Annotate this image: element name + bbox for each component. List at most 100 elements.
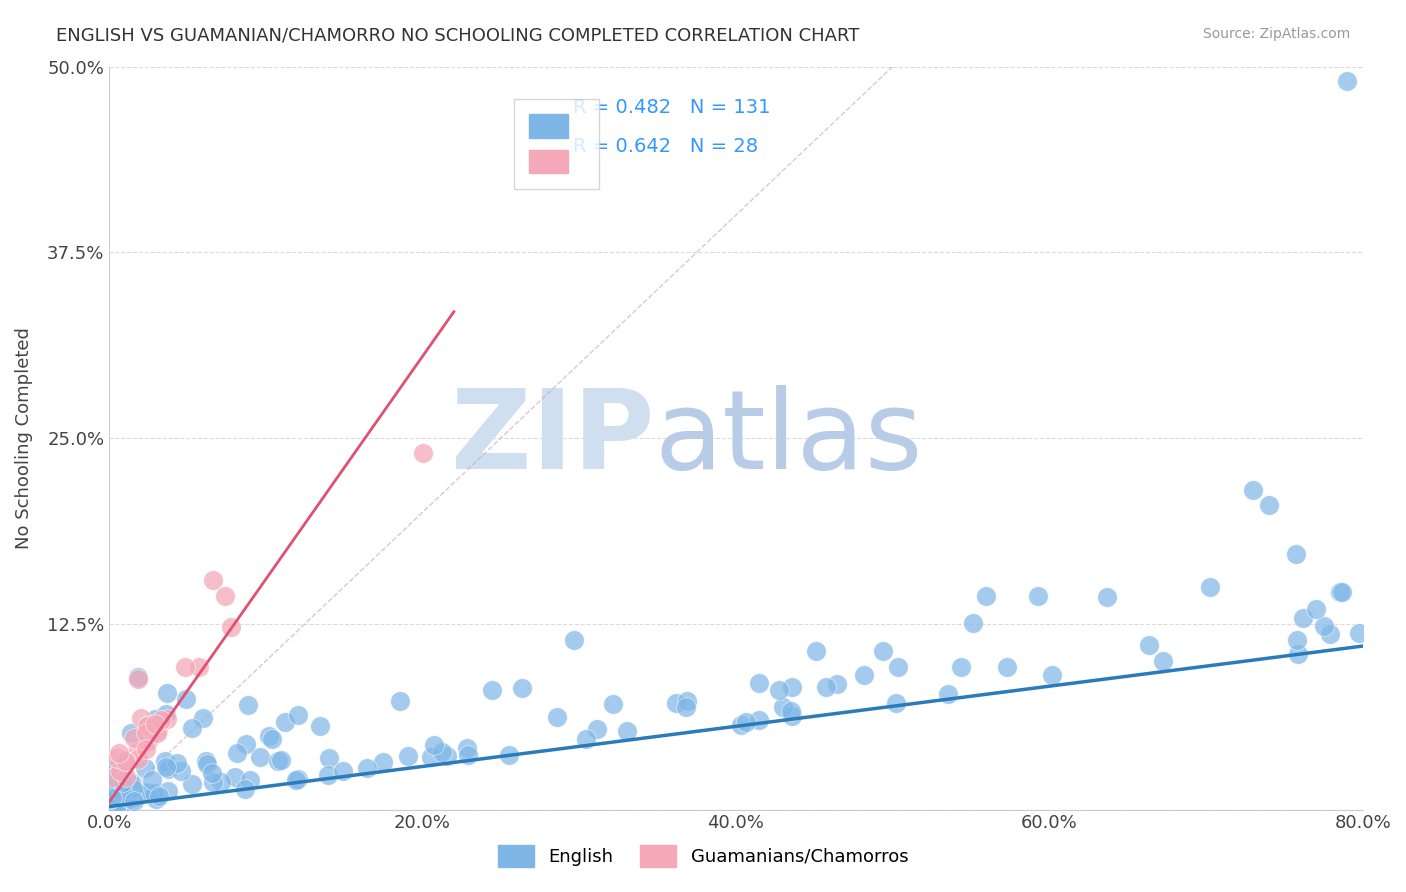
Point bbox=[235, 781, 257, 796]
Point bbox=[135, 742, 157, 756]
Point bbox=[101, 791, 124, 805]
Point bbox=[748, 675, 770, 690]
Point bbox=[236, 698, 259, 712]
Point bbox=[267, 754, 290, 768]
Point bbox=[135, 719, 157, 733]
Point bbox=[1241, 483, 1264, 497]
Point bbox=[602, 697, 624, 711]
Point bbox=[456, 741, 478, 756]
Text: ZIP: ZIP bbox=[451, 384, 654, 491]
Point bbox=[155, 760, 177, 774]
Point bbox=[174, 660, 197, 674]
Point bbox=[872, 644, 894, 658]
Point bbox=[226, 746, 249, 760]
Point bbox=[100, 790, 122, 805]
Point bbox=[224, 770, 246, 784]
Point bbox=[108, 746, 131, 760]
Point bbox=[143, 712, 166, 726]
Point bbox=[180, 721, 202, 735]
Point bbox=[782, 709, 804, 723]
Point bbox=[457, 748, 479, 763]
Point bbox=[804, 644, 827, 658]
Point bbox=[1137, 638, 1160, 652]
Text: atlas: atlas bbox=[654, 384, 922, 491]
Point bbox=[148, 789, 170, 803]
Point bbox=[180, 777, 202, 791]
Point bbox=[1286, 647, 1309, 661]
Point bbox=[735, 715, 758, 730]
Point bbox=[100, 791, 122, 805]
Point bbox=[675, 700, 697, 714]
Point bbox=[432, 745, 454, 759]
Point bbox=[129, 711, 152, 725]
Point bbox=[136, 718, 159, 732]
Point bbox=[105, 797, 128, 812]
Legend: , : , bbox=[513, 99, 599, 189]
Point bbox=[1292, 611, 1315, 625]
Point bbox=[114, 755, 136, 769]
Point bbox=[356, 761, 378, 775]
Point bbox=[121, 776, 143, 790]
Point bbox=[949, 660, 972, 674]
Point bbox=[995, 660, 1018, 674]
Point bbox=[274, 714, 297, 729]
Point bbox=[676, 694, 699, 708]
Point bbox=[195, 757, 218, 772]
Point bbox=[481, 682, 503, 697]
Point bbox=[155, 707, 177, 722]
Point bbox=[239, 772, 262, 787]
Point bbox=[111, 775, 134, 789]
Point bbox=[191, 711, 214, 725]
Point bbox=[201, 774, 224, 789]
Point bbox=[780, 704, 803, 718]
Point bbox=[1319, 626, 1341, 640]
Point bbox=[134, 761, 156, 775]
Text: Source: ZipAtlas.com: Source: ZipAtlas.com bbox=[1202, 27, 1350, 41]
Point bbox=[104, 797, 127, 812]
Point bbox=[214, 589, 236, 603]
Point bbox=[332, 764, 354, 779]
Point bbox=[318, 751, 340, 765]
Y-axis label: No Schooling Completed: No Schooling Completed bbox=[15, 327, 32, 549]
Point bbox=[396, 748, 419, 763]
Point bbox=[127, 672, 149, 686]
Point bbox=[748, 713, 770, 727]
Point bbox=[128, 789, 150, 803]
Point bbox=[122, 731, 145, 746]
Point bbox=[772, 699, 794, 714]
Point bbox=[134, 785, 156, 799]
Point bbox=[166, 756, 188, 770]
Point bbox=[962, 615, 984, 630]
Point bbox=[575, 732, 598, 747]
Point bbox=[1284, 547, 1306, 561]
Point bbox=[156, 762, 179, 776]
Point bbox=[110, 768, 132, 782]
Point bbox=[422, 738, 444, 752]
Point bbox=[1257, 498, 1279, 512]
Point bbox=[108, 764, 131, 778]
Point bbox=[108, 787, 131, 801]
Point bbox=[411, 446, 433, 460]
Point bbox=[1330, 585, 1353, 599]
Point bbox=[235, 737, 257, 751]
Point bbox=[111, 785, 134, 799]
Point bbox=[156, 686, 179, 700]
Point bbox=[101, 786, 124, 800]
Point bbox=[1305, 602, 1327, 616]
Point bbox=[135, 726, 157, 740]
Point bbox=[150, 713, 173, 727]
Point bbox=[127, 670, 149, 684]
Point bbox=[884, 696, 907, 710]
Point bbox=[105, 750, 128, 764]
Point bbox=[170, 764, 193, 778]
Point bbox=[201, 765, 224, 780]
Point bbox=[1329, 585, 1351, 599]
Point bbox=[111, 797, 134, 811]
Point bbox=[101, 763, 124, 777]
Point bbox=[104, 774, 127, 789]
Point bbox=[115, 754, 138, 768]
Point bbox=[249, 749, 271, 764]
Point bbox=[780, 680, 803, 694]
Point bbox=[112, 788, 135, 802]
Point bbox=[815, 680, 838, 694]
